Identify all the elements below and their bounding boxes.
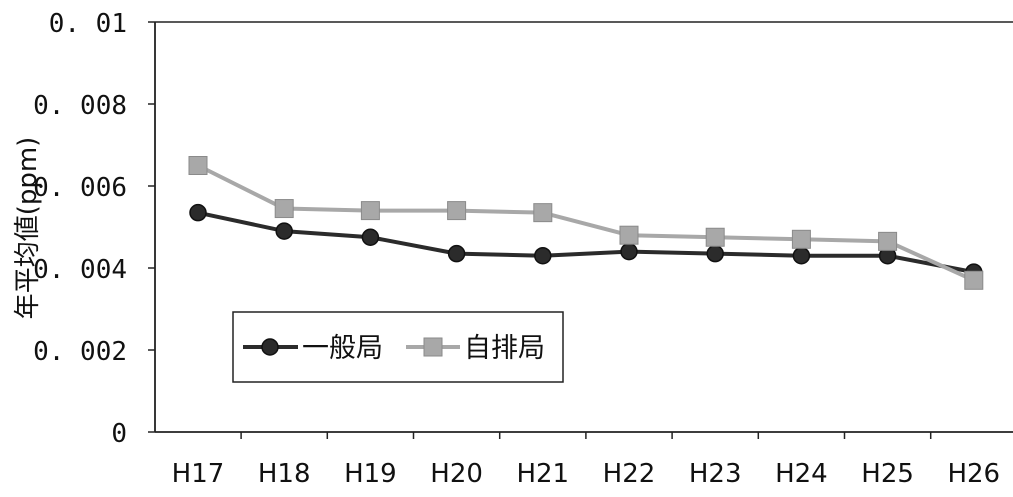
data-point: [360, 201, 380, 221]
data-point: [533, 203, 553, 223]
data-point: [534, 246, 552, 265]
data-point: [619, 225, 639, 245]
x-tick-label: H23: [689, 459, 742, 489]
data-point: [964, 270, 984, 290]
legend-label-series-1: 一般局: [302, 333, 383, 364]
y-axis-title: 年平均値(ppm): [13, 137, 43, 320]
y-axis: 0 0. 002 0. 004 0. 006 0. 008 0. 01: [33, 9, 155, 449]
x-tick-label: H19: [344, 459, 397, 489]
x-tick-label: H17: [172, 459, 225, 489]
data-point: [792, 246, 811, 265]
x-tick-label: H24: [775, 459, 828, 489]
data-point: [791, 229, 811, 249]
x-tick-label: H25: [861, 459, 914, 489]
legend-marker-series-2: [423, 337, 443, 357]
y-tick-label: 0: [111, 419, 127, 449]
y-tick-label: 0. 004: [33, 255, 127, 285]
data-point: [274, 199, 294, 219]
series-2: [188, 156, 984, 290]
plot-area: [154, 21, 1013, 433]
x-tick-label: H22: [603, 459, 656, 489]
y-tick-label: 0. 002: [33, 337, 127, 367]
series-line: [197, 163, 975, 283]
x-tick-label: H26: [947, 459, 1000, 489]
x-tick-label: H20: [430, 459, 483, 489]
data-point: [705, 227, 725, 247]
series-1: [189, 203, 983, 281]
x-tick-label: H21: [516, 459, 569, 489]
series-line: [197, 210, 975, 275]
legend-marker-series-1: [261, 338, 279, 356]
data-point: [275, 222, 293, 240]
data-point: [620, 242, 638, 261]
x-axis: H17 H18 H19 H20 H21 H22 H23 H24 H25 H26: [172, 432, 1000, 489]
data-point: [878, 231, 898, 251]
legend-label-series-2: 自排局: [464, 333, 545, 364]
series-layer: [188, 156, 984, 290]
data-point: [447, 201, 467, 221]
data-point: [361, 228, 380, 246]
x-tick-label: H18: [258, 459, 311, 489]
data-point: [706, 244, 724, 263]
y-tick-label: 0. 01: [49, 9, 127, 39]
data-point: [447, 244, 466, 263]
legend: 一般局 自排局: [232, 311, 564, 383]
data-point: [188, 156, 208, 175]
y-tick-label: 0. 008: [33, 91, 127, 121]
y-tick-label: 0. 006: [33, 173, 127, 203]
data-point: [189, 203, 207, 222]
